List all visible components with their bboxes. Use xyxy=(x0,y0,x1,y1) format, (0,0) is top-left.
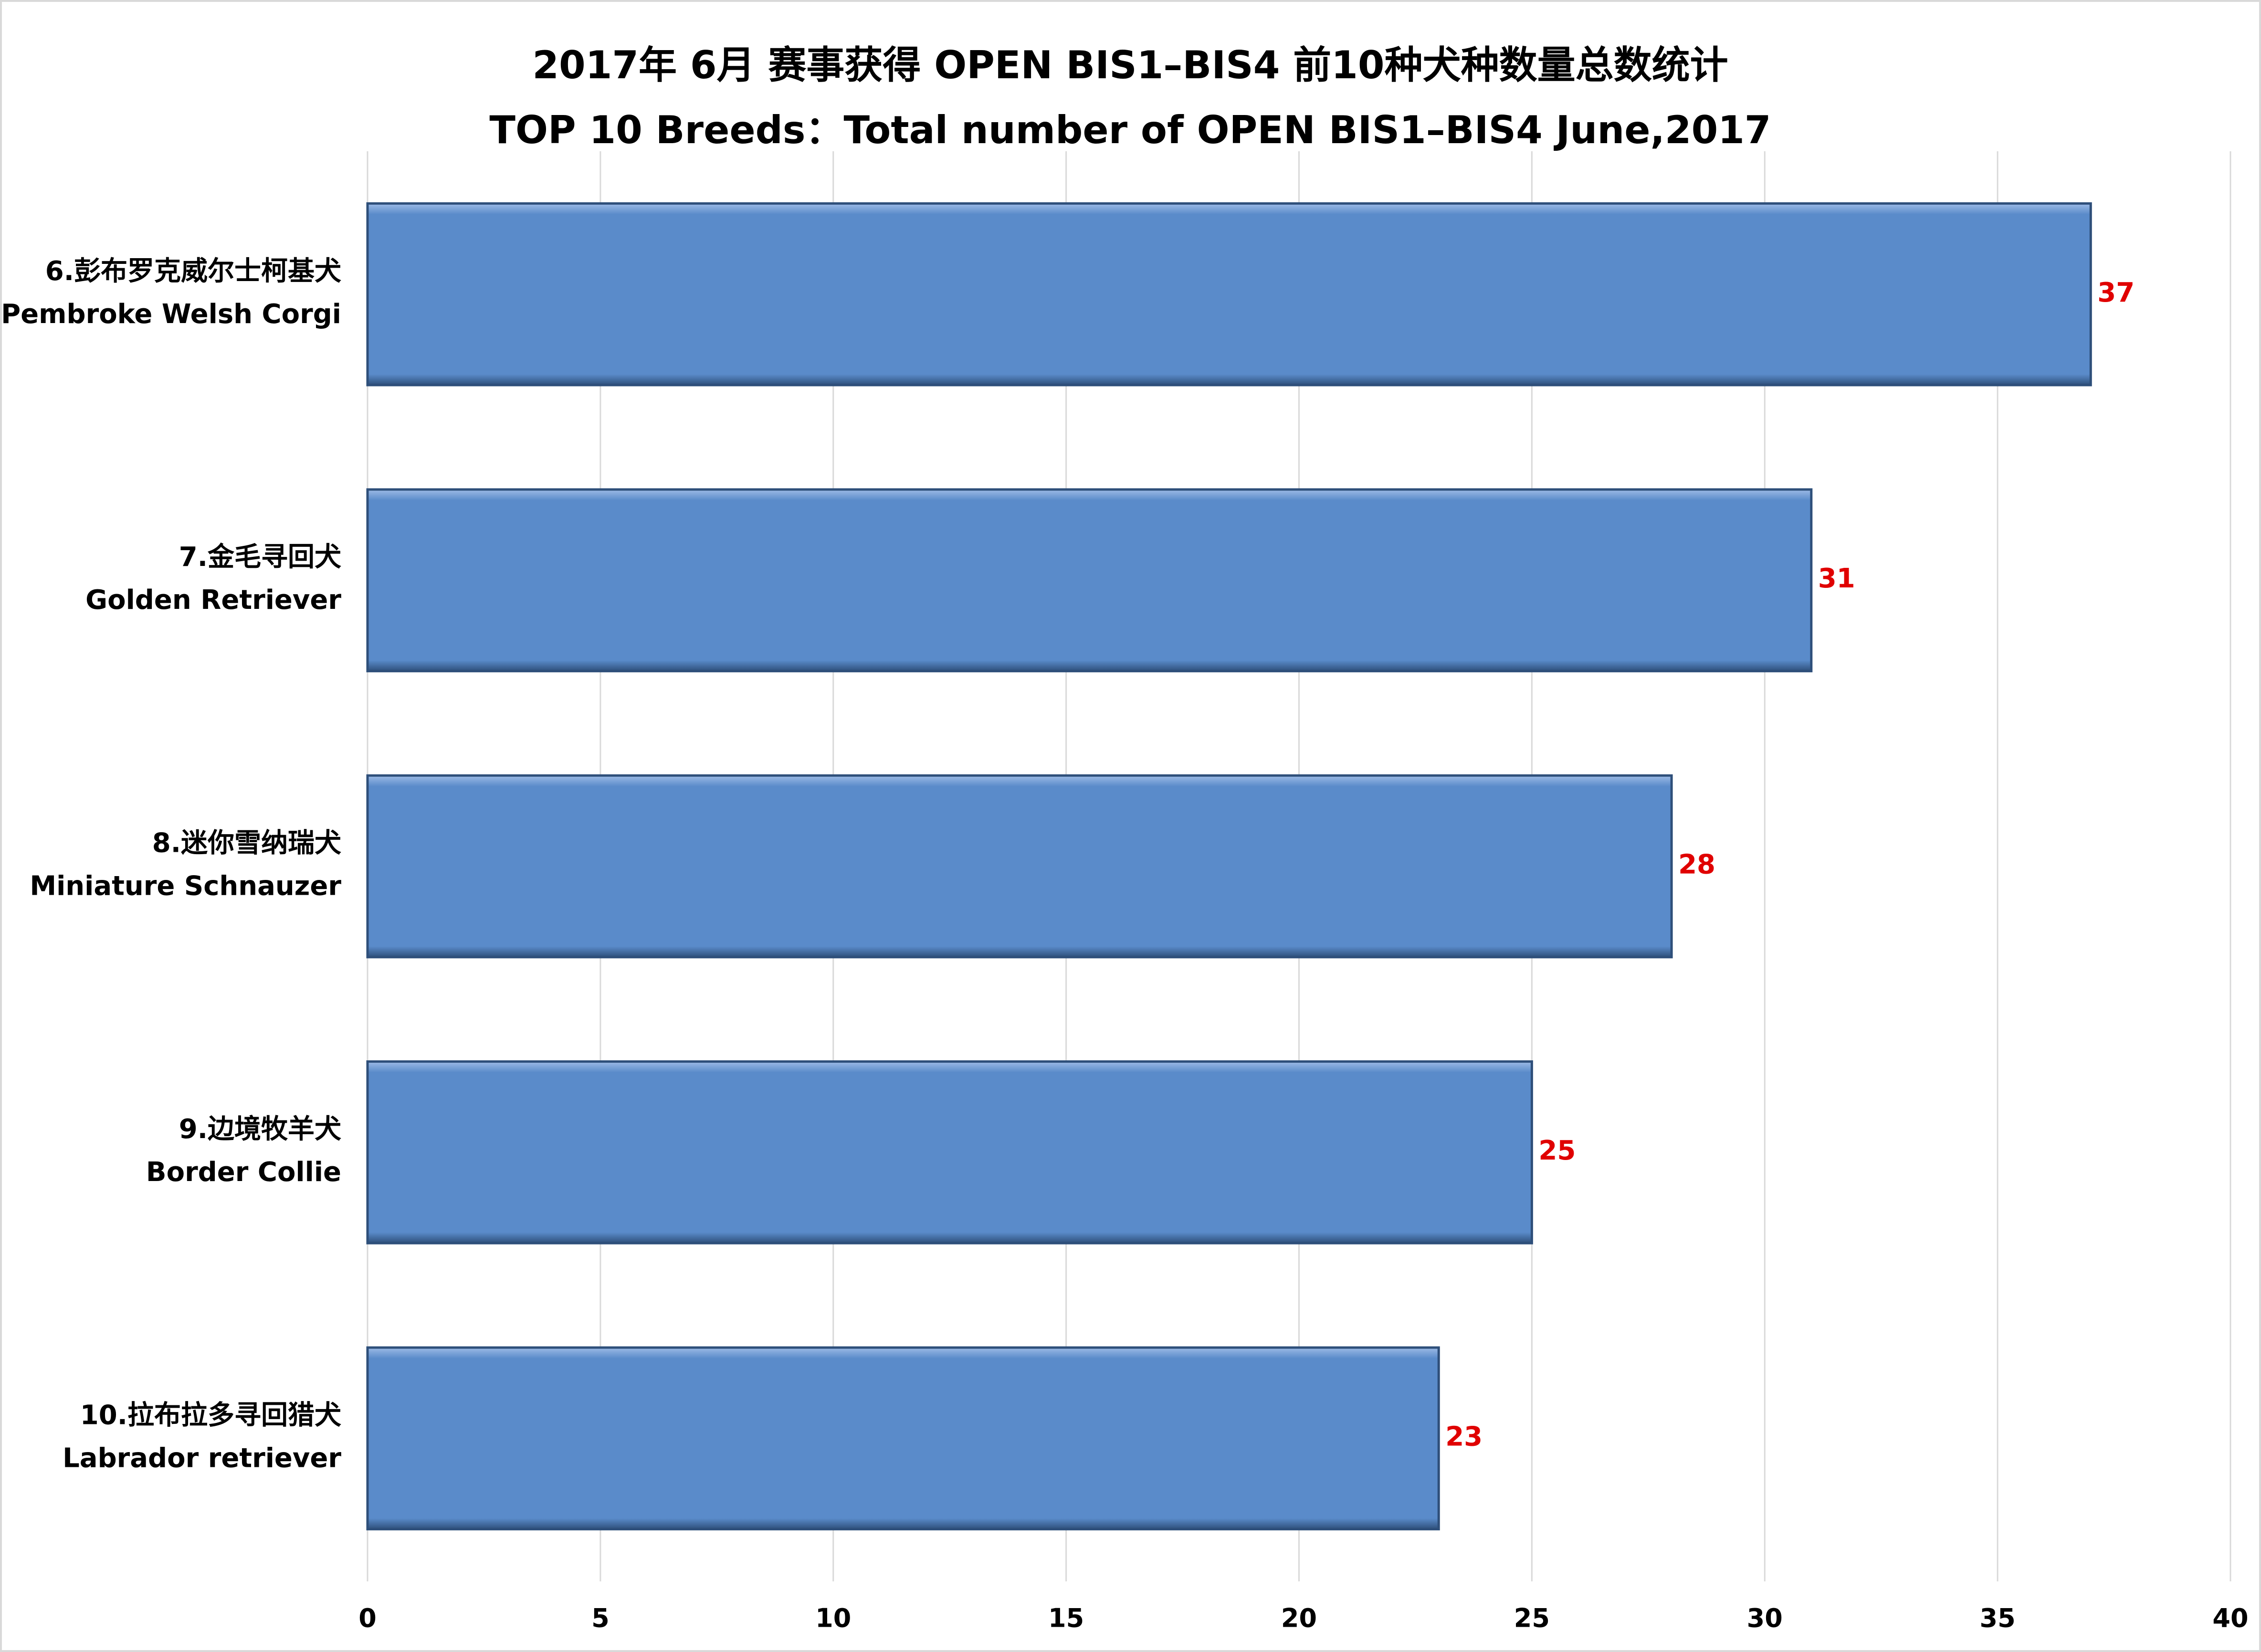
x-tick-label: 40 xyxy=(2212,1603,2248,1633)
bar xyxy=(366,774,1673,959)
x-tick-label: 20 xyxy=(1281,1603,1317,1633)
bar xyxy=(366,1346,1440,1531)
x-tick-label: 10 xyxy=(815,1603,851,1633)
category-label: Miniature Schnauzer xyxy=(30,871,341,902)
bar xyxy=(366,1060,1533,1244)
category-label: 10.拉布拉多寻回猎犬 xyxy=(80,1400,341,1431)
x-tick-label: 30 xyxy=(1747,1603,1783,1633)
x-tick-label: 25 xyxy=(1514,1603,1550,1633)
x-tick-label: 5 xyxy=(591,1603,610,1633)
category-label: 7.金毛寻回犬 xyxy=(179,542,341,573)
x-tick-label: 15 xyxy=(1048,1603,1084,1633)
value-label: 28 xyxy=(1678,849,1715,880)
category-label: Labrador retriever xyxy=(63,1443,341,1474)
category-label: 8.迷你雪纳瑞犬 xyxy=(152,828,341,859)
category-label: Border Collie xyxy=(146,1157,341,1188)
chart-subtitle: TOP 10 Breeds：Total number of OPEN BIS1–… xyxy=(489,108,1771,152)
category-label: 6.彭布罗克威尔士柯基犬 xyxy=(45,256,341,287)
category-label: Pembroke Welsh Corgi xyxy=(1,299,341,330)
x-tick-label: 0 xyxy=(358,1603,377,1633)
x-tick-label: 35 xyxy=(1980,1603,2016,1633)
bar xyxy=(366,488,1813,672)
value-label: 25 xyxy=(1538,1135,1576,1166)
category-label: Golden Retriever xyxy=(85,585,341,616)
value-label: 37 xyxy=(2097,277,2135,308)
category-label: 9.边境牧羊犬 xyxy=(179,1114,341,1145)
value-label: 31 xyxy=(1818,563,1855,594)
value-label: 23 xyxy=(1445,1421,1483,1452)
chart-title: 2017年 6月 赛事获得 OPEN BIS1–BIS4 前10种犬种数量总数统… xyxy=(532,43,1728,87)
bar xyxy=(366,202,2092,387)
